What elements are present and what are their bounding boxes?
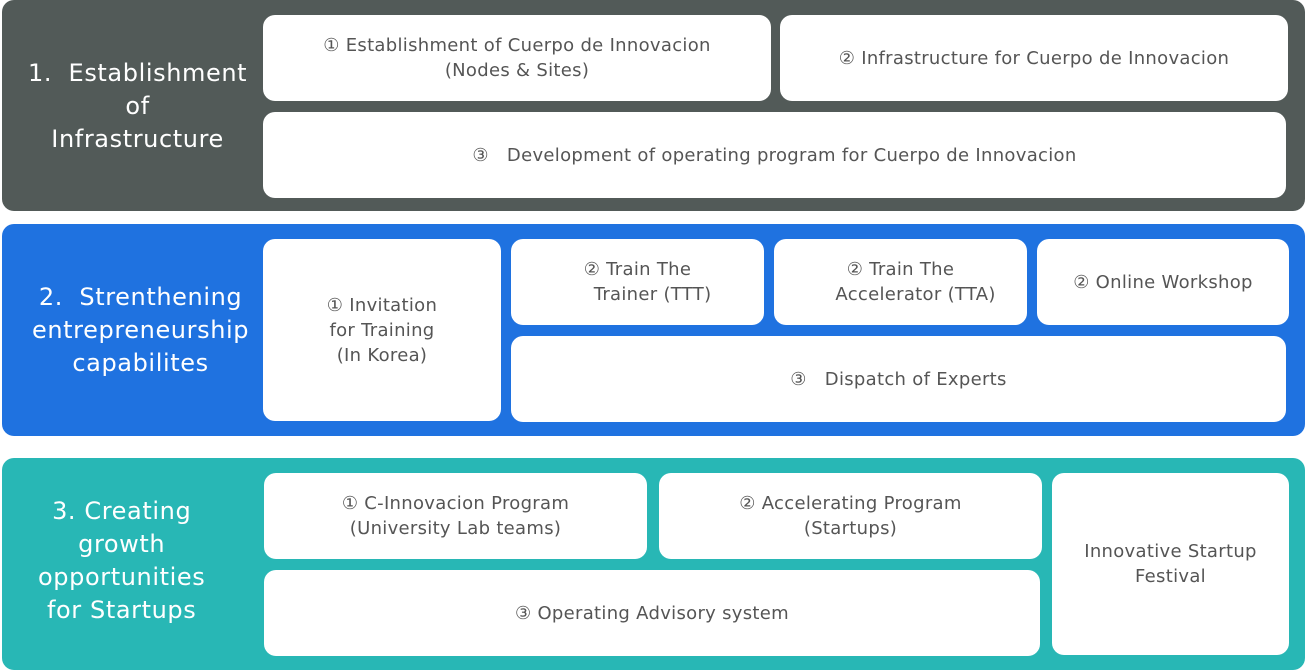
item-train-the-trainer: ② Train The Trainer (TTT) bbox=[511, 239, 764, 325]
section-3-title: 3. Creating growth opportunities for Sta… bbox=[38, 497, 206, 624]
item-operating-program-development: ③ Development of operating program for C… bbox=[263, 112, 1286, 198]
item-advisory-system: ③ Operating Advisory system bbox=[264, 570, 1040, 656]
item-c-innovacion-program: ① C-Innovacion Program (University Lab t… bbox=[264, 473, 647, 559]
section-1-title: 1. Establishment of Infrastructure bbox=[28, 59, 248, 153]
item-establishment-nodes-sites: ① Establishment of Cuerpo de Innovacion … bbox=[263, 15, 771, 101]
item-invitation-training: ① Invitation for Training (In Korea) bbox=[263, 239, 501, 421]
item-dispatch-experts: ③ Dispatch of Experts bbox=[511, 336, 1286, 422]
section-2-title: 2. Strenthening entrepreneurship capabil… bbox=[32, 283, 250, 377]
item-innovative-startup-festival: Innovative Startup Festival bbox=[1052, 473, 1289, 655]
item-online-workshop: ② Online Workshop bbox=[1037, 239, 1289, 325]
item-train-the-accelerator: ② Train The Accelerator (TTA) bbox=[774, 239, 1027, 325]
item-accelerating-program: ② Accelerating Program (Startups) bbox=[659, 473, 1042, 559]
item-infrastructure-cuerpo: ② Infrastructure for Cuerpo de Innovacio… bbox=[780, 15, 1288, 101]
